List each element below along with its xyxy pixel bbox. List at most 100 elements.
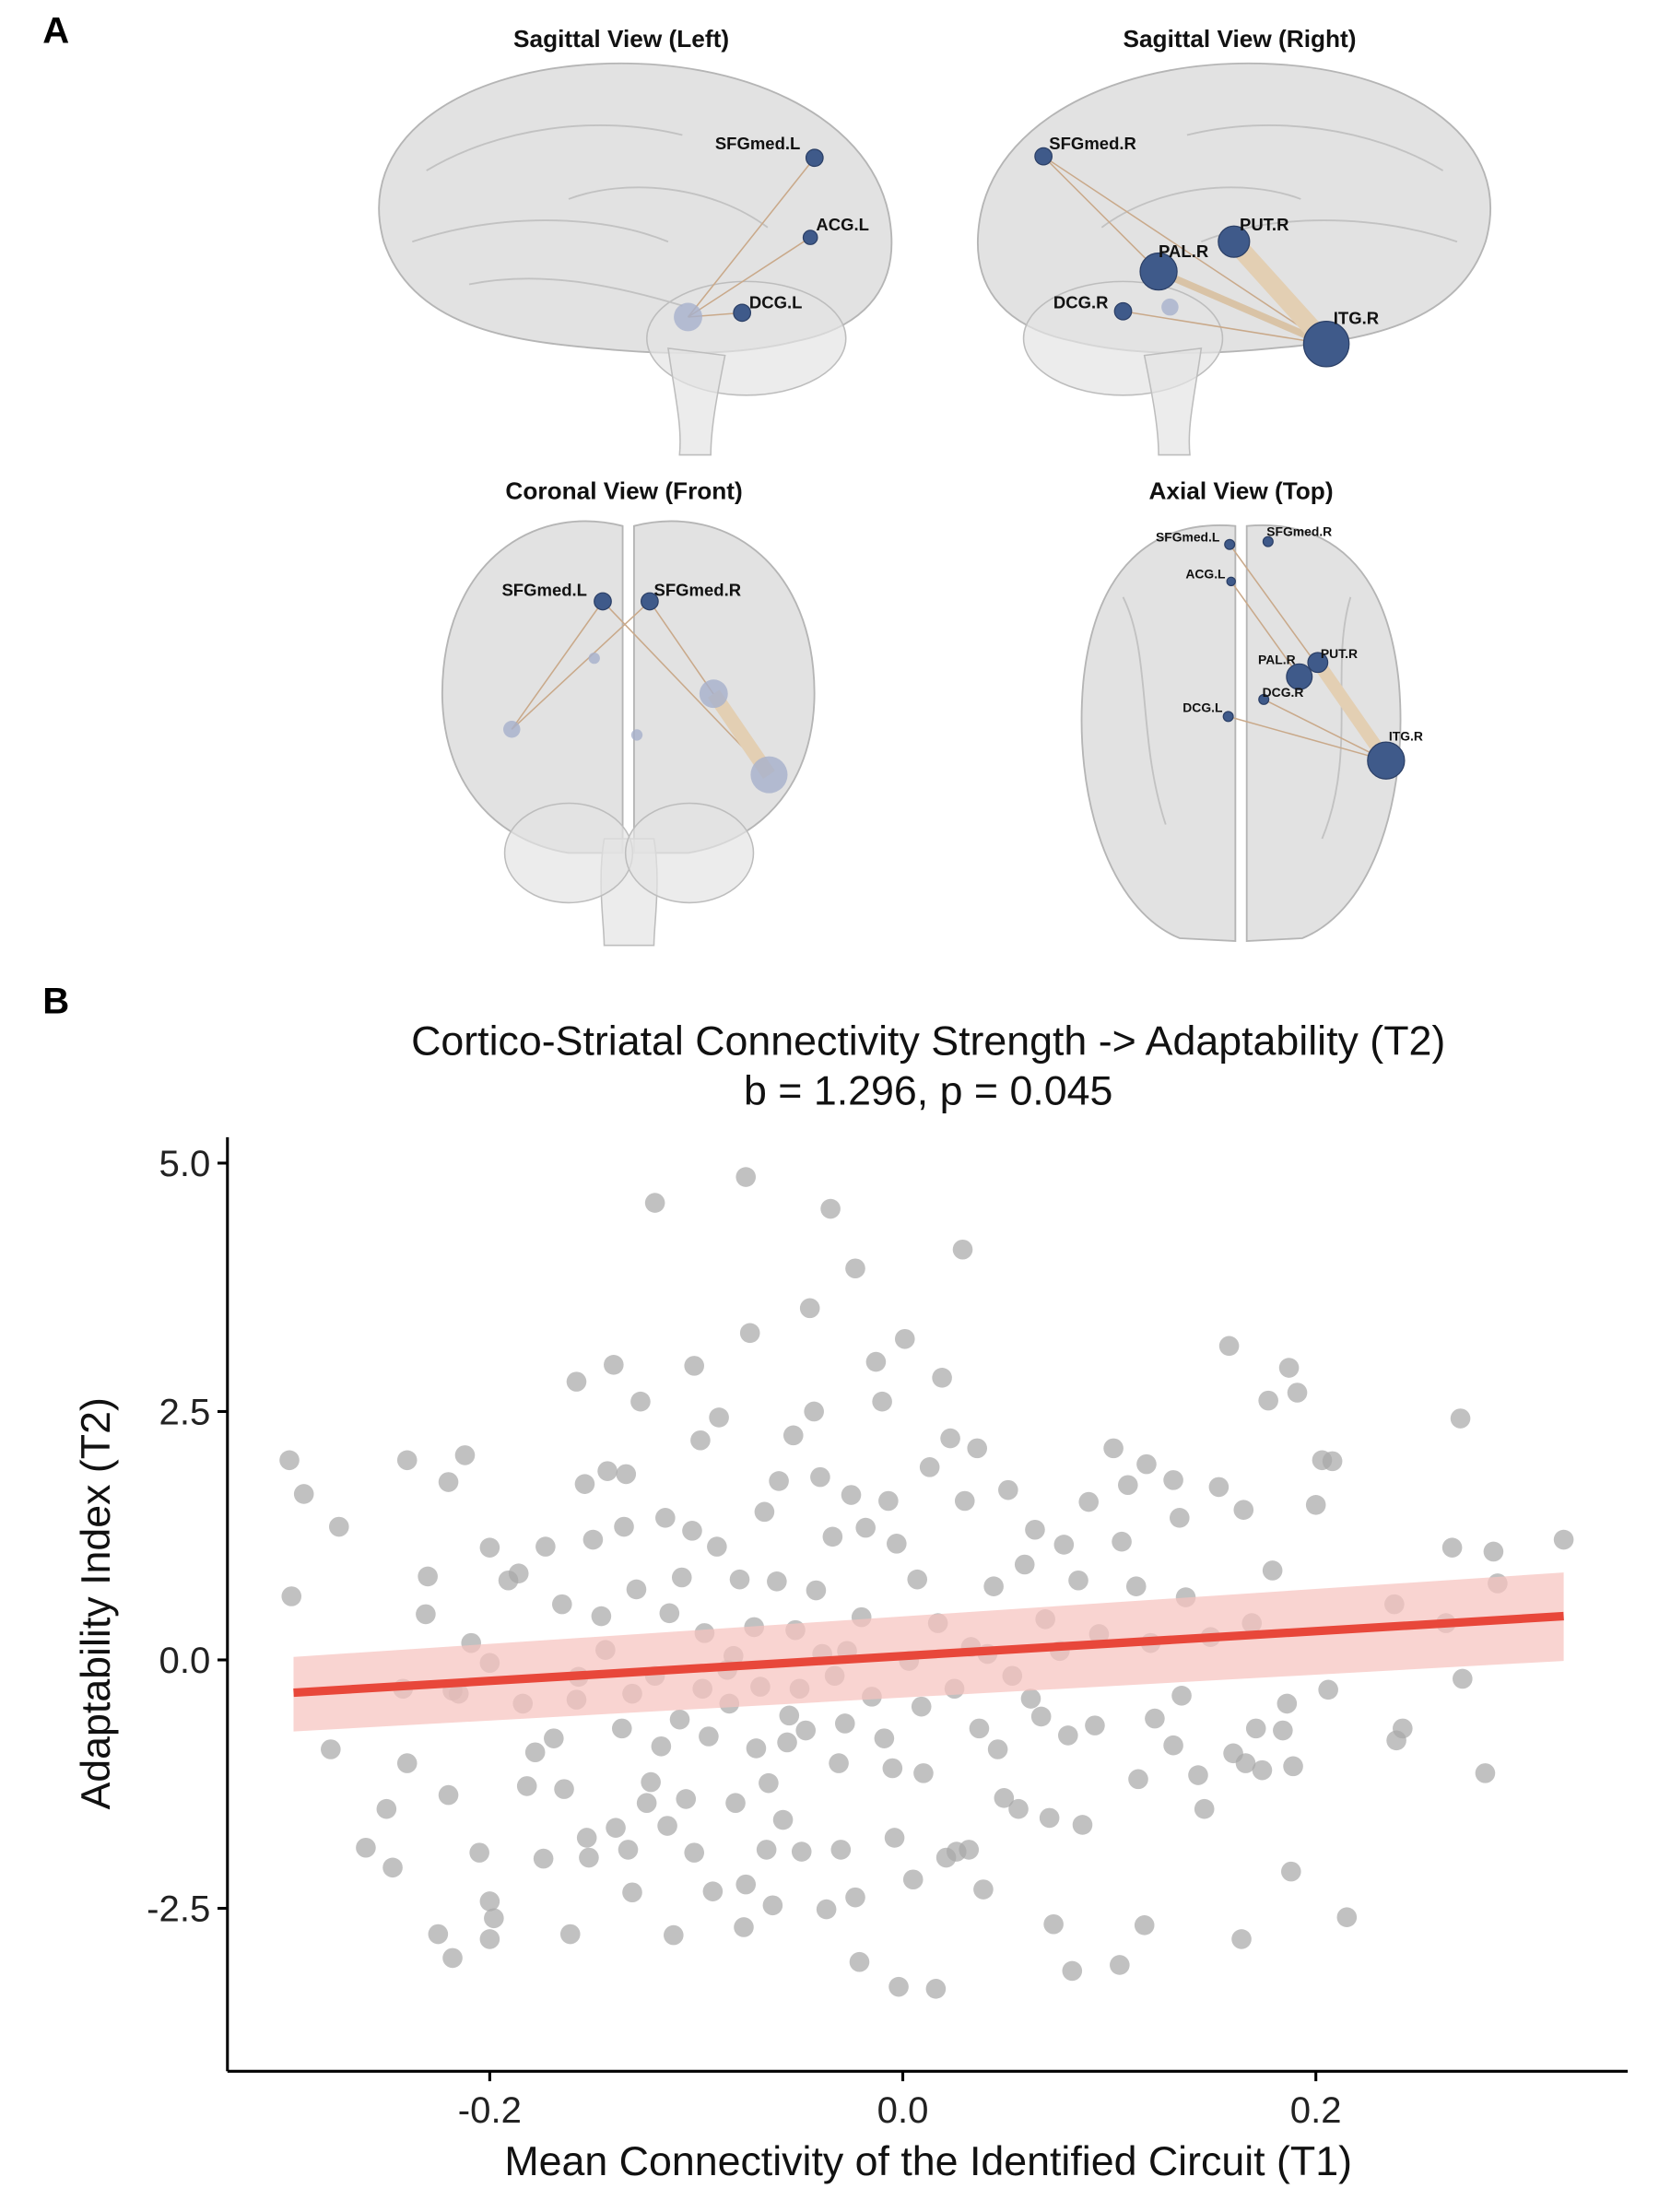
brain-sagittal-right: Sagittal View (Right) SFGmed.R PUT.R PAL… — [977, 25, 1491, 456]
point — [1014, 1554, 1035, 1575]
point — [576, 1828, 597, 1848]
point — [967, 1438, 988, 1459]
point — [396, 1753, 418, 1773]
node — [1307, 652, 1329, 674]
point — [878, 1490, 899, 1512]
point — [1336, 1907, 1358, 1927]
point — [998, 1479, 1018, 1500]
point — [535, 1536, 556, 1557]
point — [524, 1742, 546, 1763]
point — [707, 1536, 727, 1557]
point — [644, 1193, 665, 1213]
point — [772, 1809, 794, 1830]
point — [1235, 1753, 1256, 1773]
view-title: Sagittal View (Right) — [1123, 25, 1356, 53]
y-tick-label: 5.0 — [159, 1144, 211, 1184]
point — [791, 1841, 812, 1862]
point — [1278, 1358, 1300, 1378]
point — [659, 1603, 680, 1624]
point — [925, 1979, 947, 1999]
point — [664, 1924, 684, 1946]
node — [641, 592, 659, 611]
point — [769, 1471, 789, 1491]
point — [932, 1368, 952, 1388]
point — [739, 1323, 760, 1344]
point — [293, 1484, 314, 1504]
point — [1252, 1759, 1273, 1781]
point — [1475, 1763, 1496, 1783]
point — [887, 1534, 907, 1554]
node — [1226, 576, 1236, 587]
gyri — [412, 124, 769, 307]
point — [1020, 1688, 1041, 1709]
point — [1072, 1815, 1093, 1835]
point — [1233, 1500, 1254, 1520]
point — [574, 1474, 595, 1494]
point — [822, 1526, 843, 1547]
hemisphere — [1080, 524, 1237, 943]
point — [911, 1696, 932, 1717]
point — [618, 1840, 639, 1860]
fit-line — [293, 1611, 1564, 1698]
node — [594, 592, 612, 611]
point — [845, 1258, 865, 1279]
point — [1305, 1495, 1326, 1515]
point — [1553, 1529, 1574, 1550]
point — [1008, 1798, 1029, 1819]
point — [777, 1732, 797, 1753]
edge — [687, 157, 816, 318]
chart-title: Cortico-Striatal Connectivity Strength -… — [411, 1018, 1445, 1064]
node — [1034, 147, 1053, 166]
point — [321, 1739, 341, 1759]
point — [994, 1788, 1015, 1808]
panel-label: B — [42, 982, 69, 1022]
point — [611, 1718, 632, 1739]
point — [735, 1167, 757, 1187]
cerebellum — [503, 802, 634, 904]
edge — [1042, 156, 1327, 345]
y-tick-label: -2.5 — [147, 1888, 210, 1929]
point — [328, 1516, 349, 1537]
point — [849, 1951, 870, 1972]
view-title: Coronal View (Front) — [505, 477, 742, 504]
point — [725, 1793, 746, 1814]
point — [418, 1566, 438, 1587]
edge — [1123, 311, 1327, 346]
point — [754, 1501, 775, 1523]
node-label: DCG.R — [1053, 293, 1109, 312]
point — [279, 1450, 300, 1471]
point — [597, 1461, 618, 1481]
node-label: SFGmed.R — [1266, 524, 1332, 538]
point — [636, 1793, 657, 1814]
point — [746, 1738, 767, 1759]
point — [376, 1798, 397, 1819]
node — [630, 729, 643, 741]
point — [954, 1490, 975, 1512]
point — [554, 1779, 574, 1799]
point — [884, 1828, 905, 1848]
point — [1171, 1686, 1192, 1706]
point — [699, 1726, 719, 1747]
point — [762, 1895, 783, 1916]
point — [1125, 1576, 1147, 1597]
cerebellum — [624, 802, 755, 904]
point — [516, 1776, 537, 1796]
point — [888, 1976, 909, 1997]
gyri — [1122, 596, 1352, 840]
point — [1245, 1718, 1266, 1739]
point — [810, 1466, 830, 1488]
point — [1450, 1408, 1471, 1429]
point — [1058, 1725, 1078, 1746]
point — [442, 1947, 463, 1969]
point — [438, 1472, 459, 1492]
point — [559, 1924, 581, 1945]
node-label: SFGmed.L — [715, 134, 801, 153]
point — [582, 1529, 604, 1550]
point — [1231, 1929, 1252, 1949]
point — [1262, 1560, 1283, 1581]
point — [1025, 1519, 1045, 1540]
point — [479, 1891, 500, 1912]
point — [508, 1563, 529, 1583]
node-label: SFGmed.R — [654, 580, 742, 599]
point — [913, 1763, 934, 1783]
